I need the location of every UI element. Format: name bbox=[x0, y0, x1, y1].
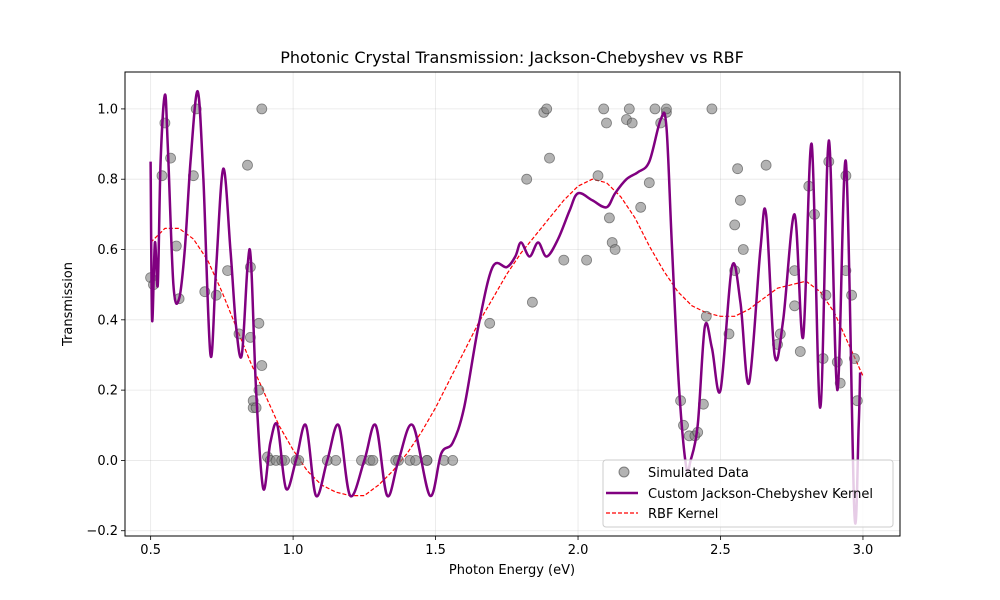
y-tick-label: 0.8 bbox=[97, 173, 118, 188]
y-tick-label: 0.6 bbox=[97, 243, 118, 258]
scatter-point bbox=[635, 201, 647, 213]
scatter-point bbox=[541, 103, 553, 115]
scatter-point bbox=[678, 419, 689, 431]
legend-scatter-marker bbox=[618, 466, 630, 478]
scatter-point bbox=[823, 156, 835, 168]
x-axis-label: Photon Energy (eV) bbox=[449, 563, 575, 578]
scatter-point bbox=[253, 317, 265, 329]
legend-frame bbox=[602, 459, 894, 528]
scatter-point bbox=[521, 173, 533, 185]
jackson-chebyshev-series bbox=[149, 90, 862, 525]
chart-title: Photonic Crystal Transmission: Jackson-C… bbox=[280, 48, 744, 67]
plot-frame bbox=[124, 71, 901, 537]
scatter-point bbox=[242, 159, 253, 171]
rbf-series bbox=[150, 178, 864, 497]
scatter-point bbox=[643, 177, 655, 189]
scatter-point bbox=[820, 289, 832, 301]
x-tick-label: 0.5 bbox=[140, 543, 161, 558]
scatter-point bbox=[831, 356, 843, 368]
scatter-point bbox=[447, 454, 459, 466]
scatter-point bbox=[581, 254, 592, 266]
scatter-point bbox=[421, 454, 433, 466]
scatter-point bbox=[256, 360, 268, 371]
legend-label-rbf: RBF Kernel bbox=[648, 507, 718, 522]
scatter-point bbox=[601, 117, 612, 129]
scatter-point bbox=[729, 219, 741, 231]
scatter-point bbox=[649, 103, 661, 115]
scatter-point bbox=[732, 163, 743, 175]
legend-label-jackson-chebyshev: Custom Jackson-Chebyshev Kernel bbox=[648, 487, 873, 502]
scatter-point bbox=[760, 159, 772, 171]
x-tick-label: 1.0 bbox=[283, 543, 304, 558]
scatter-point bbox=[410, 454, 422, 466]
x-tick-label: 2.5 bbox=[710, 543, 731, 558]
scatter-point bbox=[735, 194, 746, 206]
jackson-chebyshev-line bbox=[149, 90, 862, 525]
y-tick-label: 0.2 bbox=[97, 384, 118, 399]
scatter-point bbox=[604, 212, 615, 224]
scatter-point bbox=[330, 454, 342, 466]
scatter-point bbox=[598, 103, 610, 115]
scatter-point bbox=[794, 346, 806, 357]
scatter-point bbox=[527, 296, 538, 308]
scatter-point bbox=[789, 300, 800, 312]
x-tick-label: 3.0 bbox=[853, 543, 874, 558]
y-tick-label: 0.4 bbox=[97, 313, 118, 328]
scatter-point bbox=[706, 103, 718, 115]
x-tick-label: 2.0 bbox=[568, 543, 589, 558]
scatter-point bbox=[558, 254, 570, 266]
scatter-point bbox=[367, 454, 379, 466]
scatter-point bbox=[156, 170, 168, 182]
y-tick-label: 1.0 bbox=[97, 102, 118, 117]
scatter-point bbox=[592, 170, 604, 182]
legend-label-simulated: Simulated Data bbox=[648, 466, 749, 481]
scatter-point bbox=[737, 244, 749, 255]
scatter-point bbox=[210, 289, 222, 301]
scatter-point bbox=[609, 244, 621, 255]
scatter-point bbox=[700, 310, 712, 322]
y-axis-label: Transmission bbox=[61, 262, 76, 347]
scatter-point bbox=[623, 103, 635, 115]
scatter-point bbox=[626, 117, 638, 129]
legend: Simulated Data Custom Jackson-Chebyshev … bbox=[602, 459, 894, 528]
y-tick-label: −0.2 bbox=[86, 524, 118, 539]
scatter-point bbox=[484, 317, 496, 329]
y-tick-label: 0.0 bbox=[97, 454, 118, 469]
rbf-line bbox=[150, 178, 864, 497]
x-tick-label: 1.5 bbox=[425, 543, 446, 558]
scatter-point bbox=[544, 152, 555, 164]
scatter-point bbox=[846, 289, 857, 301]
scatter-point bbox=[256, 103, 268, 115]
axis-ticks: 0.5 1.0 1.5 2.0 2.5 3.0 −0.2 0.0 0.2 0.4 0.6 0.8 1.0 bbox=[86, 102, 873, 558]
